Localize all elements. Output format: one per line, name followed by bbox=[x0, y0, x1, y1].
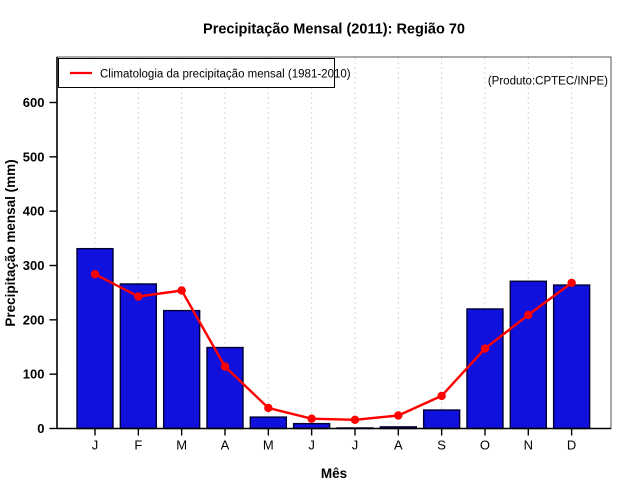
climatology-point bbox=[437, 391, 446, 401]
chart-layers: 0 100 200 300 400 500 600 J F M A M J J A S O N D bbox=[23, 56, 612, 453]
legend-label: Climatologia da precipitação mensal (198… bbox=[100, 69, 351, 81]
y-tick-label: 500 bbox=[23, 149, 45, 164]
bars-2011 bbox=[76, 247, 591, 430]
x-tick-label: D bbox=[567, 438, 576, 453]
bar-month-4 bbox=[206, 346, 244, 430]
climatology-point bbox=[177, 286, 186, 295]
x-tick-label: J bbox=[92, 438, 99, 453]
bar-month-10 bbox=[466, 308, 504, 430]
climatology-point bbox=[90, 270, 100, 279]
y-tick-label: 100 bbox=[23, 367, 45, 382]
y-tick-label: 400 bbox=[23, 204, 45, 219]
climatology-series bbox=[90, 270, 576, 424]
x-tick-label: N bbox=[524, 438, 533, 453]
climatology-point bbox=[264, 403, 273, 413]
x-tick-label: J bbox=[308, 438, 315, 453]
x-axis-title: Mês bbox=[321, 466, 347, 481]
bar-month-3 bbox=[162, 309, 201, 430]
climatology-point bbox=[567, 278, 576, 288]
y-tick-label: 300 bbox=[23, 258, 45, 273]
x-tick-label: A bbox=[394, 438, 403, 453]
legend-box bbox=[58, 58, 335, 88]
x-tick-label: M bbox=[176, 438, 187, 453]
bar-month-9 bbox=[422, 409, 461, 430]
climatology-point bbox=[480, 344, 490, 353]
y-tick-label: 0 bbox=[37, 421, 44, 436]
axes: 0 100 200 300 400 500 600 J F M A M J J A S O N D bbox=[23, 56, 612, 453]
climatology-point bbox=[134, 292, 143, 301]
bar-month-2 bbox=[119, 283, 158, 430]
legend: Climatologia da precipitação mensal (198… bbox=[58, 58, 351, 88]
climatology-point bbox=[350, 415, 360, 424]
climatology-point bbox=[307, 414, 316, 423]
bar-month-5 bbox=[249, 416, 288, 430]
producer-annotation: (Produto:CPTEC/INPE) bbox=[488, 76, 608, 88]
x-tick-label: F bbox=[134, 438, 142, 453]
climatology-point bbox=[524, 310, 533, 320]
climatology-point bbox=[220, 362, 230, 371]
bar-month-1 bbox=[76, 247, 114, 430]
x-tick-label: J bbox=[352, 438, 359, 453]
x-tick-label: M bbox=[263, 438, 274, 453]
chart-title: Precipitação Mensal (2011): Região 70 bbox=[203, 22, 465, 38]
bar-month-12 bbox=[552, 284, 591, 430]
y-tick-label: 600 bbox=[23, 95, 45, 110]
bar-month-11 bbox=[509, 280, 547, 430]
x-tick-label: O bbox=[480, 438, 490, 453]
y-tick-label: 200 bbox=[23, 312, 45, 327]
gridlines bbox=[94, 57, 573, 429]
climatology-point bbox=[394, 411, 403, 420]
x-tick-label: S bbox=[437, 438, 446, 453]
climatology-line bbox=[93, 273, 573, 421]
x-tick-label: A bbox=[221, 438, 230, 453]
y-axis-title: Precipitação mensal (mm) bbox=[3, 159, 18, 326]
